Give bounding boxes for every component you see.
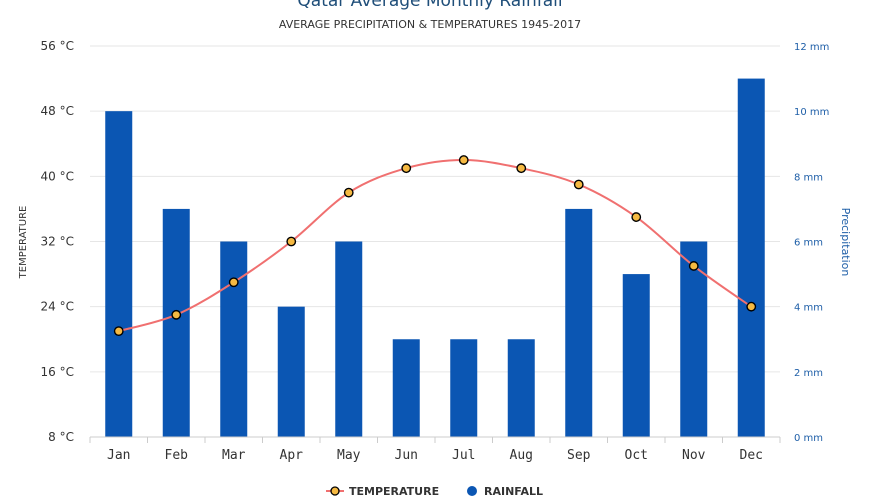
chart-subtitle: AVERAGE PRECIPITATION & TEMPERATURES 194… (279, 18, 581, 31)
temperature-point[interactable] (631, 212, 642, 222)
chart-title: Qatar Average Monthly Rainfall (297, 0, 562, 11)
x-tick-label: Dec (740, 448, 763, 463)
x-tick-label: Sep (567, 448, 591, 463)
temperature-line (118, 159, 752, 333)
y-right-tick-label: 12 mm (794, 42, 829, 53)
y-left-tick-label: 40 °C (41, 169, 74, 183)
rainfall-bar[interactable] (220, 241, 248, 438)
legend-temperature-label: TEMPERATURE (349, 485, 439, 498)
x-tick-label: Apr (280, 448, 304, 463)
y-right-axis: 0 mm 2 mm 4 mm 6 mm 8 mm 10 mm 12 mm (794, 42, 829, 444)
y-right-tick-label: 0 mm (794, 433, 823, 444)
y-left-tick-label: 8 °C (48, 430, 74, 444)
legend-rainfall-marker (467, 486, 477, 496)
rainfall-bar[interactable] (450, 339, 478, 437)
x-tick-label: Jan (107, 448, 130, 463)
rainfall-bar[interactable] (392, 339, 420, 437)
y-right-axis-title: Precipitation (839, 208, 852, 277)
y-left-tick-label: 48 °C (41, 104, 74, 118)
temperature-point[interactable] (113, 326, 124, 337)
rainfall-bar[interactable] (335, 241, 363, 438)
y-left-axis: 8 °C 16 °C 24 °C 32 °C 40 °C 48 °C 56 °C (41, 39, 74, 444)
legend-rainfall-label: RAINFALL (484, 485, 543, 498)
temperature-point[interactable] (746, 301, 757, 312)
temperature-point[interactable] (688, 261, 699, 271)
y-right-tick-label: 4 mm (794, 303, 823, 314)
y-right-tick-label: 2 mm (794, 368, 823, 379)
temperature-point[interactable] (516, 163, 527, 174)
rainfall-bar[interactable] (277, 306, 305, 437)
rainfall-bar[interactable] (162, 208, 190, 437)
rainfall-bar[interactable] (105, 111, 133, 438)
y-right-tick-label: 8 mm (794, 172, 823, 183)
grid-lines (90, 45, 780, 373)
y-left-tick-label: 16 °C (41, 365, 74, 379)
x-tick-label: May (337, 448, 361, 463)
temperature-point[interactable] (286, 236, 297, 247)
temperature-point[interactable] (228, 277, 239, 288)
y-right-tick-label: 10 mm (794, 107, 829, 118)
x-tick-label: Mar (222, 448, 246, 463)
temperature-point[interactable] (573, 179, 584, 190)
temperature-point[interactable] (171, 309, 182, 320)
temperature-point[interactable] (458, 155, 469, 165)
rainfall-bar[interactable] (565, 208, 593, 437)
temperature-points (113, 155, 757, 337)
legend-item-temperature[interactable]: TEMPERATURE (326, 485, 439, 498)
x-tick-label: Jul (452, 448, 475, 463)
x-tick-label: Aug (510, 448, 533, 463)
legend[interactable]: TEMPERATURE RAINFALL (326, 485, 543, 498)
temperature-point[interactable] (401, 163, 412, 174)
rainfall-bar[interactable] (680, 241, 708, 438)
y-left-axis-title: TEMPERATURE (18, 206, 29, 280)
legend-item-rainfall[interactable]: RAINFALL (467, 485, 543, 498)
rainfall-bar[interactable] (622, 274, 650, 437)
rainfall-bar[interactable] (507, 339, 535, 437)
temperature-point[interactable] (343, 187, 354, 198)
y-right-tick-label: 6 mm (794, 238, 823, 249)
x-axis: Jan Feb Mar Apr May Jun Jul Aug Sep Oct Nov Dec (89, 437, 781, 463)
x-tick-label: Feb (165, 448, 189, 463)
y-left-tick-label: 32 °C (41, 235, 74, 249)
rainfall-bars (105, 78, 765, 438)
rainfall-bar[interactable] (737, 78, 765, 437)
legend-temperature-marker (330, 486, 340, 496)
x-tick-label: Jun (395, 448, 418, 463)
y-left-tick-label: 56 °C (41, 39, 74, 53)
y-left-tick-label: 24 °C (41, 300, 74, 314)
x-tick-label: Oct (625, 448, 648, 463)
x-tick-label: Nov (682, 448, 706, 463)
